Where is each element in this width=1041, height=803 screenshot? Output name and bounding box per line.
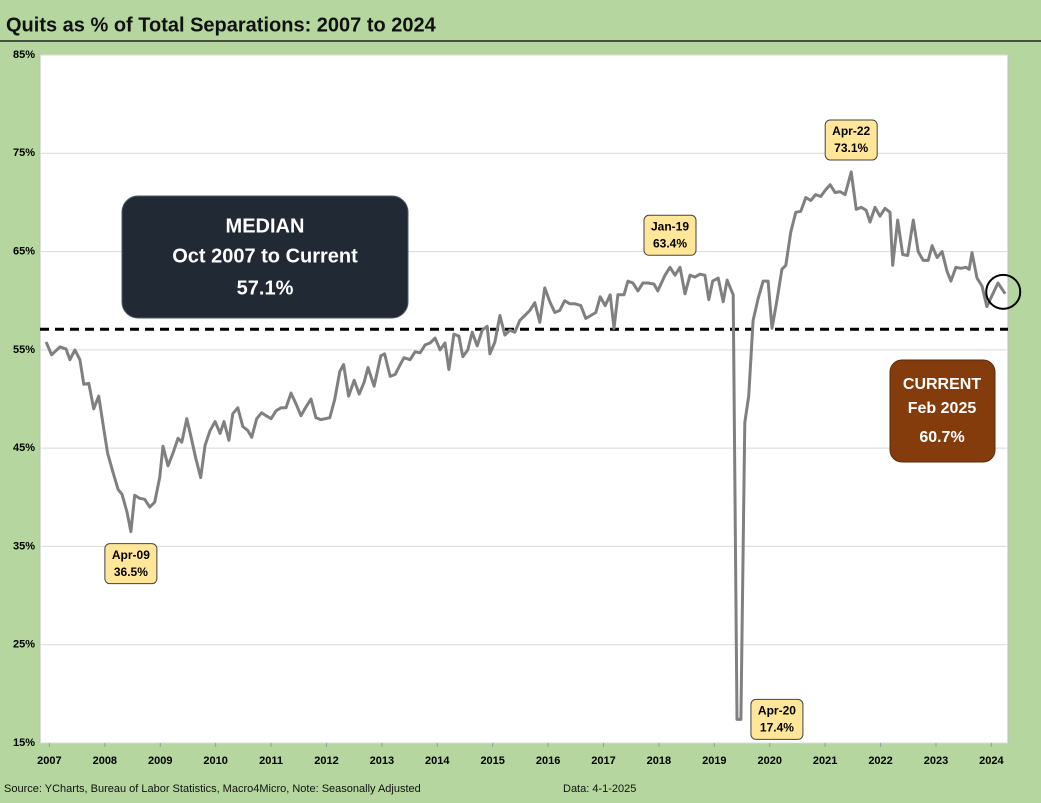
- current-text: CURRENT: [903, 376, 981, 393]
- plot-area: [39, 54, 1009, 744]
- y-tick-label: 25%: [13, 639, 35, 651]
- x-tick-label: 2023: [924, 755, 948, 767]
- annotation-box: [824, 119, 878, 161]
- annotation-box: [750, 698, 804, 740]
- chart-title: Quits as % of Total Separations: 2007 to…: [6, 14, 437, 36]
- y-tick-label: 45%: [13, 442, 35, 454]
- y-tick-label: 65%: [13, 245, 35, 257]
- current-value: 60.7%: [919, 429, 964, 446]
- x-tick-label: 2009: [148, 755, 172, 767]
- x-tick-label: 2015: [480, 755, 504, 767]
- x-tick-label: 2017: [591, 755, 615, 767]
- series-line: [44, 170, 1007, 721]
- x-tick-label: 2019: [702, 755, 726, 767]
- x-tick-label: 2008: [93, 755, 117, 767]
- data-date: Data: 4-1-2025: [563, 783, 636, 795]
- y-tick-label: 85%: [13, 49, 35, 61]
- annotation-box: [643, 214, 697, 256]
- x-tick-label: 2010: [203, 755, 227, 767]
- x-tick-label: 2013: [370, 755, 394, 767]
- x-tick-label: 2016: [536, 755, 560, 767]
- x-tick-label: 2021: [813, 755, 837, 767]
- annotation-value: 73.1%: [834, 141, 868, 155]
- y-tick-label: 35%: [13, 540, 35, 552]
- annotation-value: 63.4%: [653, 236, 687, 250]
- y-tick-label: 55%: [13, 344, 35, 356]
- x-tick-label: 2020: [757, 755, 781, 767]
- x-tick-label: 2022: [868, 755, 892, 767]
- annotation-value: 17.4%: [760, 721, 794, 735]
- annotation-value: 36.5%: [114, 565, 148, 579]
- source: Source: YCharts, Bureau of Labor Statist…: [4, 783, 421, 795]
- current-marker: [985, 273, 1022, 310]
- median-value: 57.1%: [237, 277, 294, 299]
- x-tick-label: 2012: [314, 755, 338, 767]
- median-box: [121, 195, 409, 319]
- annotation-label: Apr-20: [758, 704, 796, 718]
- annotation-label: Apr-22: [832, 124, 870, 138]
- x-tick-label: 2018: [647, 755, 671, 767]
- y-tick-label: 75%: [13, 147, 35, 159]
- median-text: MEDIAN: [226, 215, 305, 237]
- current-box: [889, 359, 996, 463]
- current-text: Feb 2025: [908, 400, 977, 417]
- x-tick-label: 2014: [425, 755, 450, 767]
- x-tick-label: 2007: [37, 755, 61, 767]
- annotation-label: Jan-19: [651, 219, 689, 233]
- annotation-box: [104, 543, 158, 585]
- x-tick-label: 2024: [979, 755, 1004, 767]
- x-tick-label: 2011: [259, 755, 283, 767]
- annotation-label: Apr-09: [112, 548, 150, 562]
- median-text: Oct 2007 to Current: [172, 245, 358, 267]
- y-tick-label: 15%: [13, 737, 35, 749]
